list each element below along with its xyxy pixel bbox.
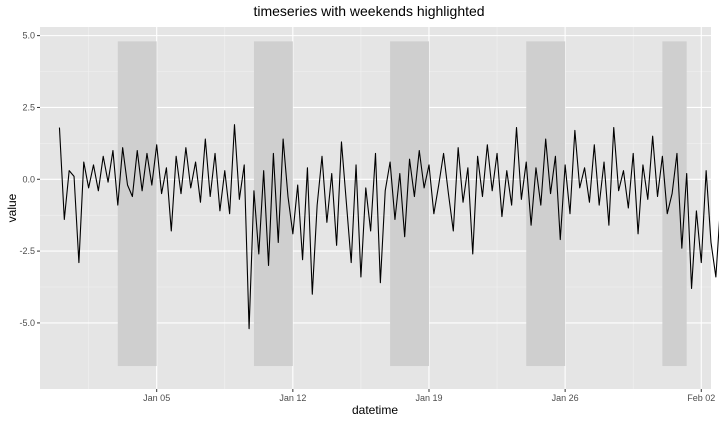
weekend-band: [117, 41, 157, 367]
y-axis-ticks: 5.0 2.5 0.0 -2.5 -5.0: [19, 31, 40, 328]
y-tick-label: -5.0: [19, 318, 35, 328]
x-tick-label: Jan 26: [552, 393, 579, 403]
y-tick-label: -2.5: [19, 246, 35, 256]
y-tick-label: 5.0: [22, 31, 35, 41]
x-tick-label: Jan 12: [279, 393, 306, 403]
chart-title: timeseries with weekends highlighted: [253, 3, 484, 19]
series-line: [58, 124, 719, 330]
y-axis-title: value: [5, 193, 19, 222]
weekend-band: [526, 41, 566, 367]
weekend-band: [253, 41, 293, 367]
x-tick-label: Jan 19: [415, 393, 442, 403]
y-tick-label: 0.0: [22, 174, 35, 184]
x-axis-ticks: Jan 05 Jan 12 Jan 19 Jan 26 Feb 02: [143, 389, 715, 403]
x-tick-label: Feb 02: [687, 393, 715, 403]
weekend-band: [390, 41, 429, 367]
x-axis-title: datetime: [352, 403, 398, 417]
x-tick-label: Jan 05: [143, 393, 170, 403]
y-tick-label: 2.5: [22, 102, 35, 112]
